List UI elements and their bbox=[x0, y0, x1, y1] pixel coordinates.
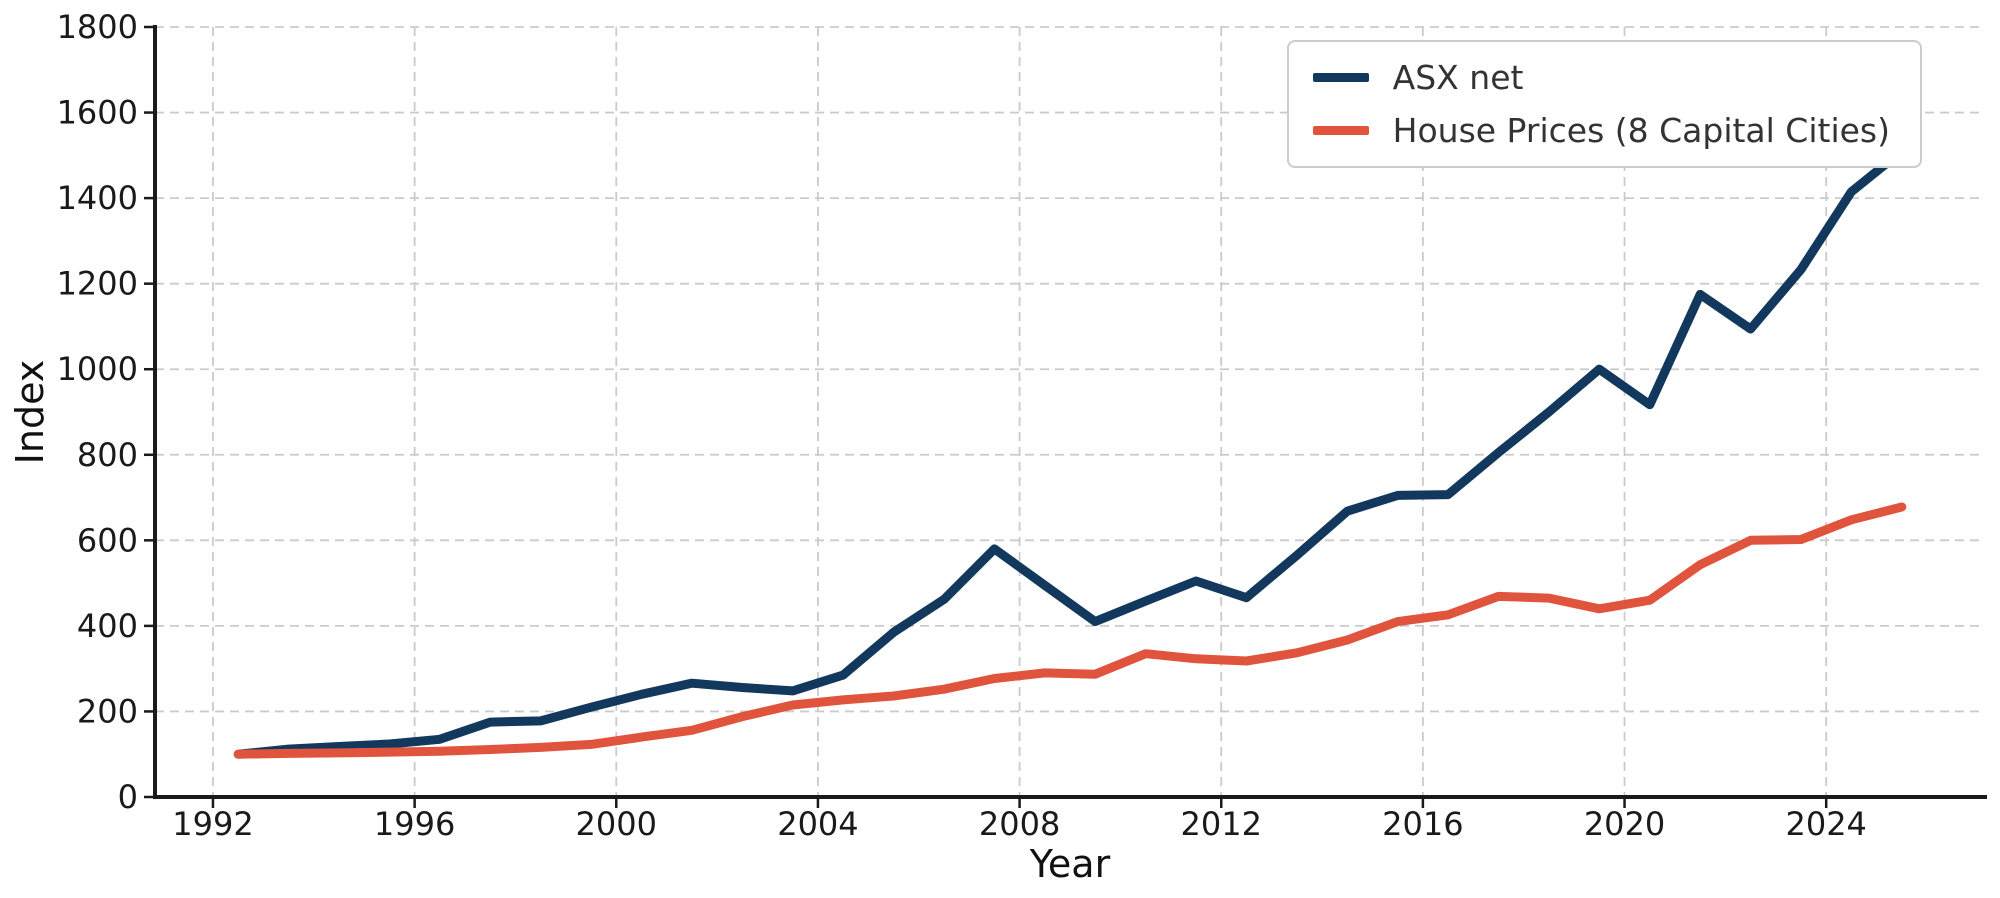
x-tick-label-2016: 2016 bbox=[1382, 805, 1463, 843]
legend-item-house-prices: House Prices (8 Capital Cities) bbox=[1312, 111, 1890, 150]
x-tick-label-2000: 2000 bbox=[576, 805, 657, 843]
y-tick-label-1600: 1600 bbox=[57, 94, 138, 132]
legend-swatch-asx-net bbox=[1312, 73, 1369, 82]
y-tick-label-600: 600 bbox=[77, 521, 138, 559]
y-tick-label-400: 400 bbox=[77, 607, 138, 645]
legend-item-asx-net: ASX net bbox=[1312, 58, 1890, 97]
series-line-house-prices-8-capital-cities bbox=[233, 502, 1907, 759]
y-tick-label-1200: 1200 bbox=[57, 265, 138, 303]
x-tick-label-1996: 1996 bbox=[374, 805, 455, 843]
y-tick-label-800: 800 bbox=[77, 436, 138, 474]
legend-label-house-prices: House Prices (8 Capital Cities) bbox=[1392, 111, 1890, 150]
x-tick-label-2004: 2004 bbox=[777, 805, 858, 843]
y-tick-label-0: 0 bbox=[118, 778, 138, 816]
x-tick-label-1992: 1992 bbox=[172, 805, 253, 843]
y-tick-label-1800: 1800 bbox=[57, 8, 138, 46]
y-tick-label-1400: 1400 bbox=[57, 179, 138, 217]
legend: ASX net House Prices (8 Capital Cities) bbox=[1286, 40, 1922, 168]
x-axis-title: Year bbox=[1029, 842, 1111, 886]
x-tick-label-2008: 2008 bbox=[979, 805, 1060, 843]
y-tick-label-1000: 1000 bbox=[57, 350, 138, 388]
legend-label-asx-net: ASX net bbox=[1392, 58, 1524, 97]
legend-swatch-house-prices bbox=[1312, 126, 1369, 135]
y-axis-title: Index bbox=[8, 359, 52, 465]
x-tick-label-2020: 2020 bbox=[1584, 805, 1665, 843]
x-tick-label-2024: 2024 bbox=[1785, 805, 1866, 843]
y-tick-label-200: 200 bbox=[77, 692, 138, 730]
x-tick-label-2012: 2012 bbox=[1181, 805, 1262, 843]
series-line-asx-net bbox=[233, 146, 1907, 759]
